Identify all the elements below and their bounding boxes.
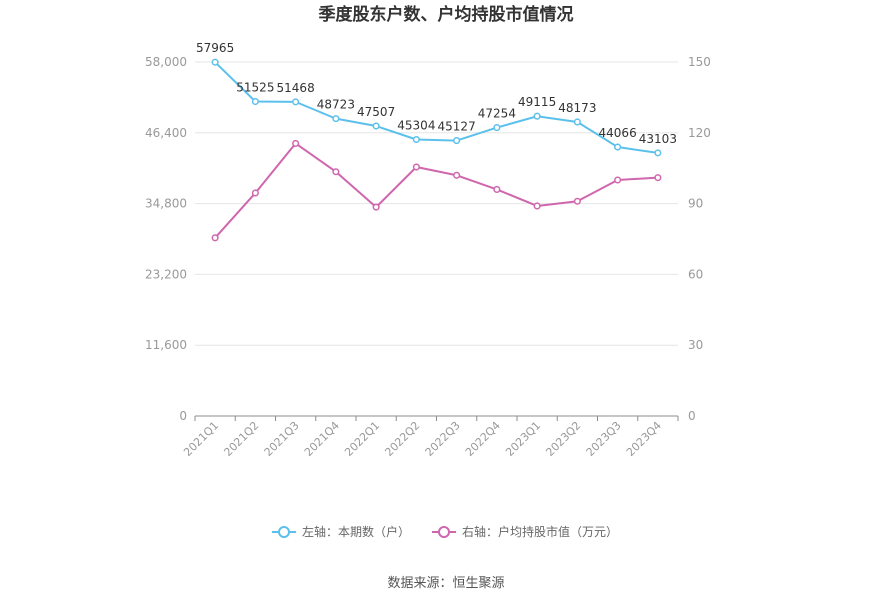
x-axis-tick-label: 2022Q2 (382, 419, 422, 459)
data-point (614, 176, 622, 184)
data-point (533, 202, 541, 210)
x-axis-tick-label: 2021Q2 (221, 419, 261, 459)
data-label: 49115 (518, 95, 556, 109)
data-label: 45304 (397, 118, 435, 132)
left-axis-tick-label: 23,200 (145, 267, 187, 281)
data-point (453, 137, 461, 145)
data-label: 51468 (277, 81, 315, 95)
data-point (372, 122, 380, 130)
data-point (292, 98, 300, 106)
chart-title: 季度股东户数、户均持股市值情况 (319, 4, 574, 25)
data-point (251, 97, 259, 106)
data-label: 48173 (558, 101, 596, 115)
data-point (493, 124, 501, 132)
data-label: 51525 (236, 81, 274, 95)
data-label: 43103 (639, 132, 677, 146)
x-axis-tick-label: 2023Q2 (543, 419, 583, 459)
left-axis-tick-label: 58,000 (145, 55, 187, 69)
data-point (654, 174, 662, 182)
data-label: 57965 (196, 41, 234, 55)
data-point (654, 149, 662, 157)
data-point (372, 203, 380, 211)
right-axis-tick-label: 150 (688, 55, 711, 69)
x-axis-tick-label: 2022Q1 (342, 419, 382, 459)
data-point (412, 163, 420, 171)
left-axis-tick-label: 34,800 (145, 197, 187, 211)
x-axis-tick-label: 2023Q3 (584, 419, 624, 459)
data-point (614, 143, 622, 151)
x-axis-tick-label: 2021Q3 (262, 419, 302, 459)
right-axis-tick-label: 120 (688, 126, 711, 140)
data-point (332, 115, 340, 123)
data-point (493, 185, 501, 193)
x-axis-tick-label: 2021Q1 (181, 419, 221, 459)
data-point (573, 197, 581, 205)
data-label: 47254 (478, 107, 516, 121)
data-label: 47507 (357, 105, 395, 119)
data-point (251, 189, 259, 197)
left-axis-tick-label: 11,600 (145, 338, 187, 352)
data-label: 48723 (317, 98, 355, 112)
data-point (332, 168, 340, 176)
x-axis-tick-label: 2022Q4 (463, 419, 503, 459)
x-axis-tick-label: 2023Q1 (503, 419, 543, 459)
data-point (211, 234, 219, 242)
data-point (533, 112, 541, 120)
series-line-1 (214, 61, 659, 154)
data-point (292, 139, 300, 147)
data-label: 44066 (599, 126, 637, 140)
data-label: 45127 (438, 120, 476, 134)
legend-label: 右轴：户均持股市值（万元） (462, 524, 618, 539)
data-point (412, 135, 420, 144)
data-point (211, 58, 219, 66)
legend-label: 左轴：本期数（户） (302, 524, 410, 539)
right-axis-tick-label: 0 (688, 409, 696, 423)
right-axis-tick-label: 60 (688, 267, 703, 281)
legend-swatch-marker (278, 526, 290, 538)
source-note: 数据来源：恒生聚源 (387, 576, 504, 591)
x-axis-tick-label: 2021Q4 (302, 419, 342, 459)
legend[interactable]: 左轴：本期数（户） 右轴：户均持股市值（万元） (272, 524, 618, 539)
right-axis-tick-label: 90 (688, 197, 703, 211)
legend-swatch-marker (438, 526, 450, 538)
left-axis-tick-label: 46,400 (145, 126, 187, 140)
left-axis-tick-label: 0 (179, 409, 187, 423)
right-axis-tick-label: 30 (688, 338, 703, 352)
axes: 0 0 11,600 30 23,200 60 34,800 90 46,400 120 58,00… (145, 55, 711, 459)
data-point (573, 118, 581, 126)
grid (195, 61, 678, 346)
series-line-2 (214, 142, 658, 239)
x-axis-tick-label: 2022Q3 (423, 419, 463, 459)
data-point (453, 171, 461, 179)
x-axis-tick-label: 2023Q4 (624, 419, 664, 459)
